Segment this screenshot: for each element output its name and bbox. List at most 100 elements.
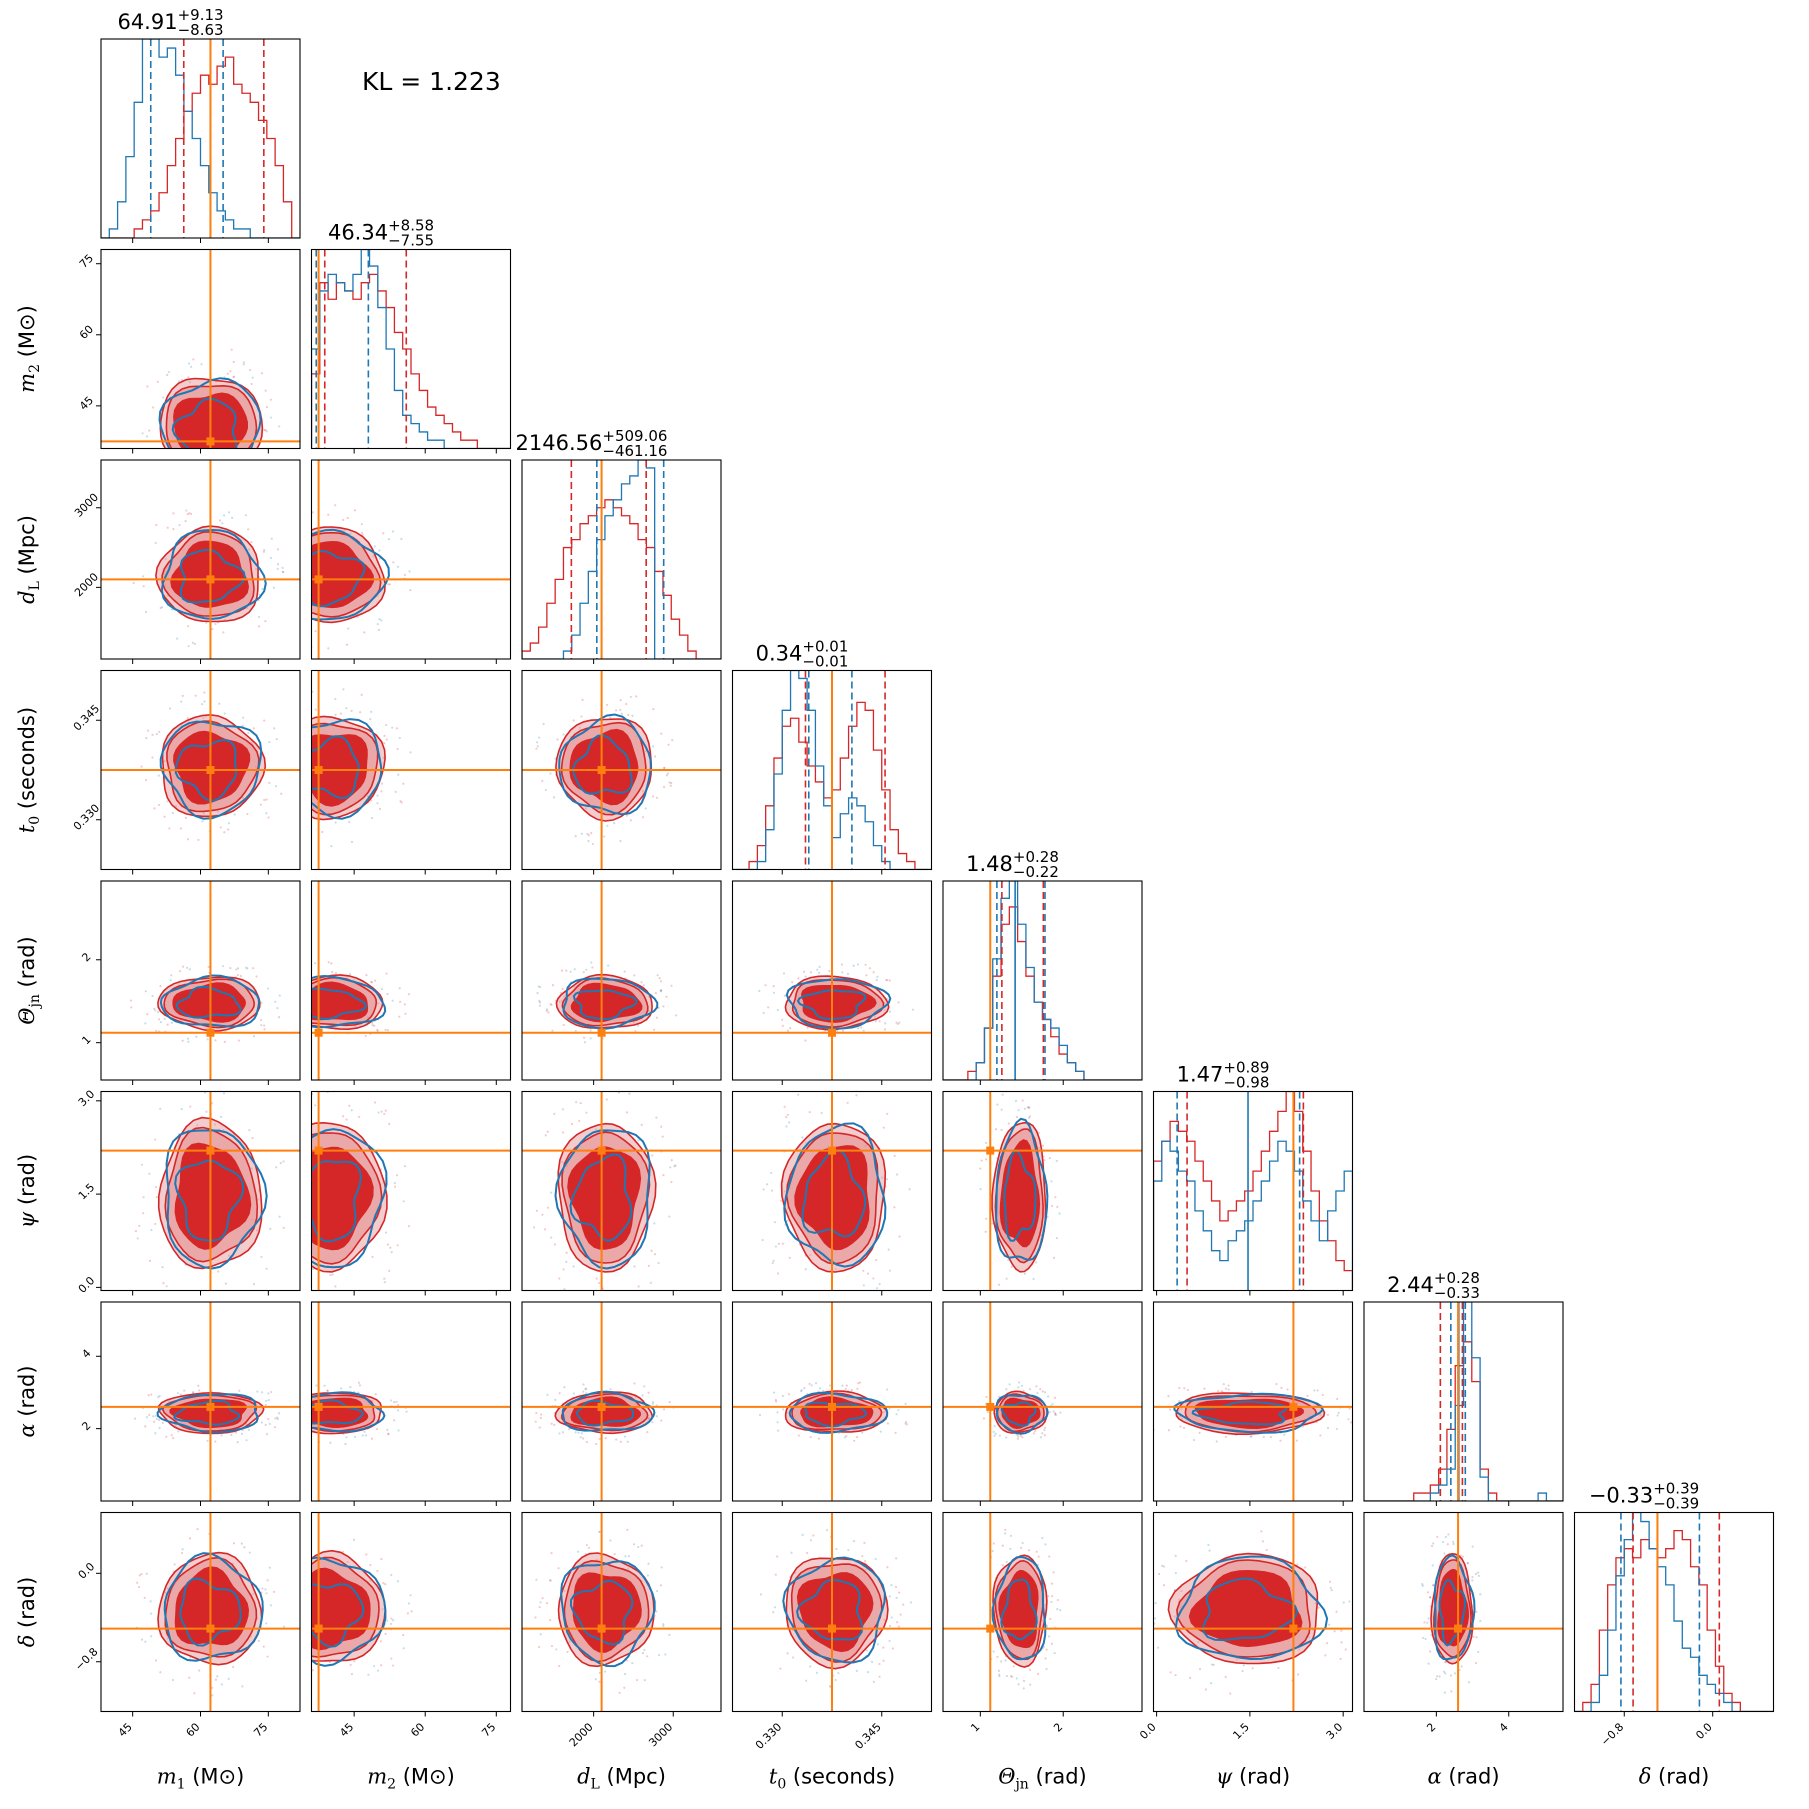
contour-b-inner <box>575 1399 634 1427</box>
label-sub: 0 <box>27 816 43 825</box>
sample-point <box>670 781 673 785</box>
sample-point <box>999 1660 1003 1663</box>
sample-point <box>1047 1395 1050 1398</box>
sample-point <box>1340 1641 1343 1644</box>
sample-point <box>393 1419 396 1422</box>
sample-point <box>803 1387 806 1390</box>
sample-point <box>202 812 206 815</box>
sample-point <box>1477 1571 1480 1574</box>
sample-point <box>304 978 306 980</box>
sample-point <box>185 509 188 512</box>
contour-b-inner <box>174 738 238 802</box>
sample-point <box>856 963 860 966</box>
sample-point <box>222 1092 226 1095</box>
sample-point <box>640 1544 643 1547</box>
sample-point <box>1275 1382 1278 1386</box>
sample-point <box>625 814 628 817</box>
sample-point <box>301 635 303 637</box>
truth-marker <box>314 1624 323 1633</box>
sample-point <box>576 1550 580 1553</box>
sample-point <box>991 1549 994 1553</box>
tick-group <box>353 448 497 454</box>
sample-point <box>326 1389 329 1392</box>
y-tick-label: 60 <box>77 323 96 342</box>
sample-point <box>203 700 206 703</box>
sample-point <box>569 970 572 973</box>
x-tick-label: 1.5 <box>1230 1720 1252 1742</box>
sample-point <box>802 970 806 973</box>
sample-point <box>878 1675 881 1678</box>
sample-point <box>632 1021 635 1024</box>
sample-point <box>610 1658 613 1661</box>
sample-point <box>584 807 588 810</box>
sample-point <box>538 1004 541 1007</box>
sample-point <box>205 1110 208 1113</box>
sample-point <box>1010 1265 1013 1268</box>
sample-point <box>265 1592 268 1595</box>
sample-point <box>188 381 192 384</box>
sample-point <box>251 376 254 379</box>
sample-point <box>391 726 394 729</box>
sample-point <box>1005 1388 1008 1391</box>
contour-b-outer <box>561 1390 656 1432</box>
label-main: m <box>367 1765 387 1789</box>
sample-point <box>1189 1676 1192 1679</box>
sample-point <box>758 989 761 993</box>
sample-point <box>1028 1115 1032 1118</box>
hist-series-b <box>943 881 1142 1080</box>
sample-point <box>164 454 166 456</box>
sample-point <box>801 1533 804 1537</box>
sample-point <box>278 425 281 428</box>
panel-content <box>301 460 511 659</box>
contour-b-inner <box>1438 1579 1467 1647</box>
sample-point <box>151 733 154 736</box>
sample-point <box>1012 1665 1015 1668</box>
sample-point <box>1450 1690 1453 1693</box>
title-value: 2146.56 <box>516 431 603 455</box>
truth-marker <box>597 1624 606 1633</box>
sample-point <box>797 1434 800 1437</box>
contour-b-inner <box>311 1583 365 1648</box>
sample-point <box>862 1269 865 1272</box>
sample-point <box>231 516 234 520</box>
sample-point <box>403 573 407 576</box>
sample-point <box>781 1018 784 1021</box>
sample-point <box>852 964 855 967</box>
sample-point <box>865 974 868 977</box>
sample-point <box>644 807 647 810</box>
sample-point <box>1009 1675 1013 1678</box>
sample-point <box>654 992 657 995</box>
sample-point <box>358 1115 361 1119</box>
sample-point <box>240 1542 243 1545</box>
sample-point <box>314 708 317 711</box>
sample-point <box>905 1423 909 1426</box>
sample-point <box>380 988 383 991</box>
sample-point <box>1222 1383 1225 1386</box>
sample-point <box>590 961 593 964</box>
sample-point <box>541 1213 544 1216</box>
sample-point <box>572 1392 575 1395</box>
hist-panel-m1: 64.91+9.13 −8.63 <box>100 6 301 239</box>
sample-point <box>657 1653 661 1657</box>
hist-series-a <box>101 56 300 238</box>
sample-point <box>818 971 821 974</box>
sample-point <box>397 1429 400 1432</box>
contour-b-outer <box>560 1560 656 1668</box>
sample-point <box>360 523 363 526</box>
sample-point <box>265 1399 268 1402</box>
panel-theta_jn-psi <box>942 1090 1143 1292</box>
sample-point <box>660 989 663 992</box>
panel-frame <box>942 1090 1143 1292</box>
sample-point <box>277 1015 281 1019</box>
sample-point <box>860 1026 863 1029</box>
sample-point <box>910 1601 913 1604</box>
sample-point <box>144 1640 147 1643</box>
sample-point <box>184 816 187 819</box>
sample-point <box>340 1387 343 1390</box>
sample-point <box>1148 1422 1150 1424</box>
sample-point <box>243 1546 246 1549</box>
sample-point <box>882 1646 885 1649</box>
sample-point <box>247 528 250 531</box>
sample-point <box>1028 1668 1032 1671</box>
sample-point <box>563 1288 566 1291</box>
